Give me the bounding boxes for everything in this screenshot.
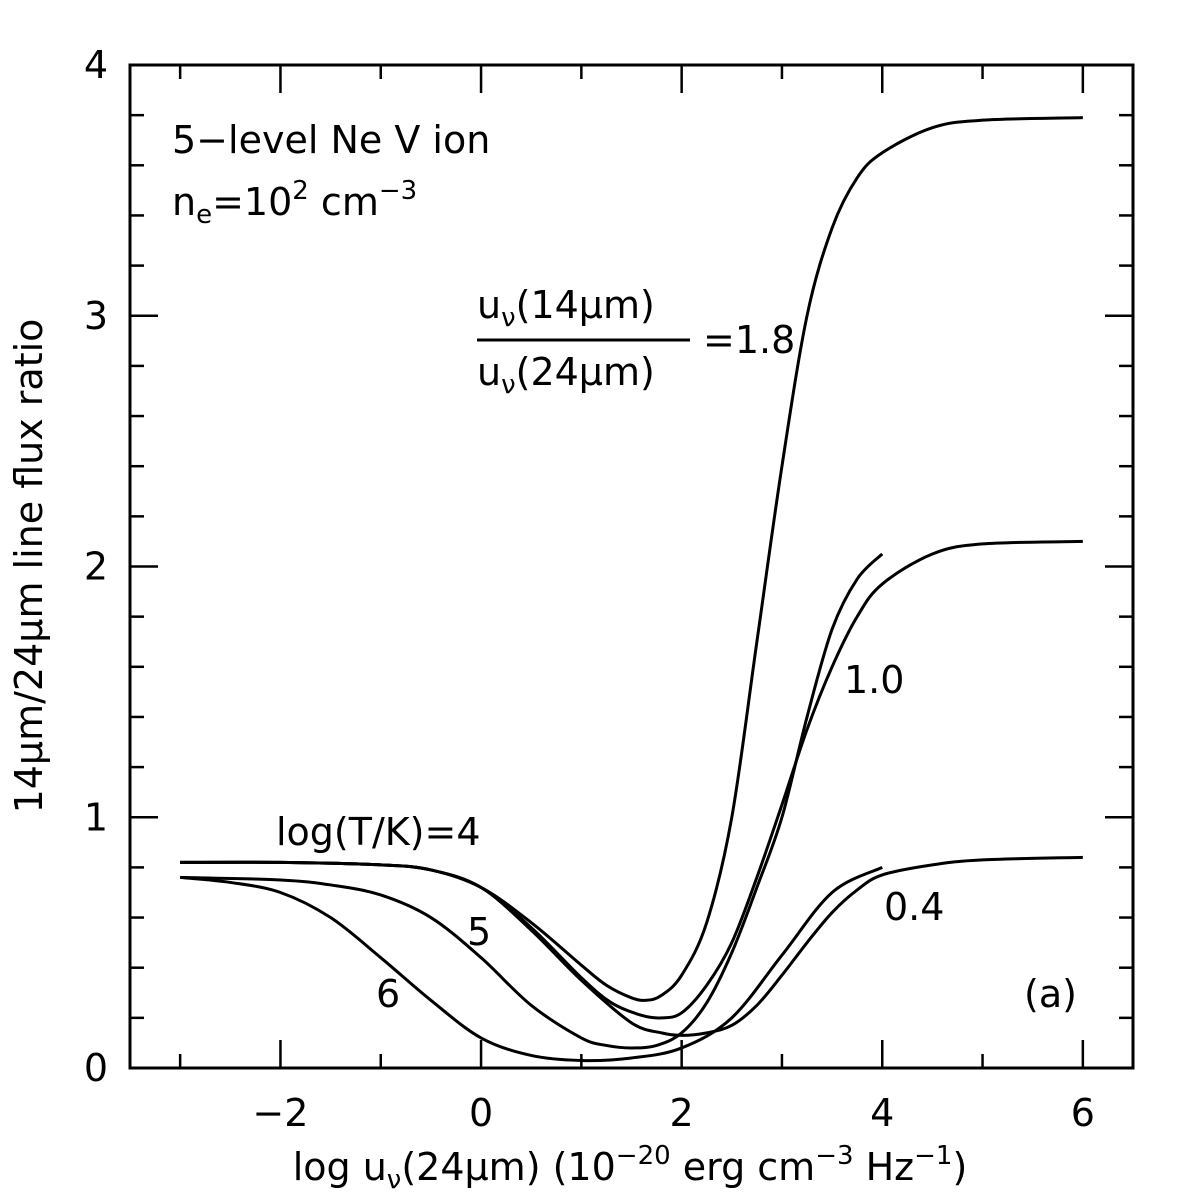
model-label-density: ne=102 cm−3: [172, 176, 417, 230]
curve-label-0-4: 0.4: [884, 885, 944, 929]
series-line-4: [180, 552, 884, 1050]
series-line-5: [180, 866, 883, 1063]
fraction-value-label: =1.8: [703, 318, 795, 362]
x-tick-label: −2: [252, 1091, 308, 1135]
x-tick-label: 0: [469, 1091, 493, 1135]
panel-label: (a): [1024, 972, 1077, 1016]
y-tick-label: 2: [84, 545, 108, 589]
fraction-denominator: uν(24μm): [477, 350, 655, 400]
x-tick-label: 4: [870, 1091, 894, 1135]
series-line-3: [180, 855, 1083, 1037]
y-axis-label: 14μm/24μm line flux ratio: [7, 319, 51, 814]
model-label-ion: 5−level Ne V ion: [172, 118, 490, 162]
tick-labels: −2 0 2 4 6 0 1 2 3 4: [84, 43, 1095, 1135]
y-tick-label: 3: [84, 294, 108, 338]
y-tick-label: 0: [84, 1046, 108, 1090]
series-line-2: [180, 539, 1083, 1020]
series-line-1: [180, 116, 1083, 1002]
curve-label-t4: log(T/K)=4: [276, 810, 481, 854]
x-tick-label: 2: [670, 1091, 694, 1135]
x-axis-label: log uν(24μm) (10−20 erg cm−3 Hz−1): [293, 1141, 968, 1195]
fraction-numerator: uν(14μm): [477, 283, 655, 333]
curve-label-t5: 5: [467, 910, 491, 954]
x-tick-label: 6: [1071, 1091, 1095, 1135]
y-tick-label: 1: [84, 795, 108, 839]
y-tick-label: 4: [84, 43, 108, 87]
ticks: [130, 63, 1133, 1070]
curve-label-t6: 6: [376, 972, 400, 1016]
curve-label-1-0: 1.0: [844, 658, 904, 702]
curves: [180, 116, 1083, 1063]
